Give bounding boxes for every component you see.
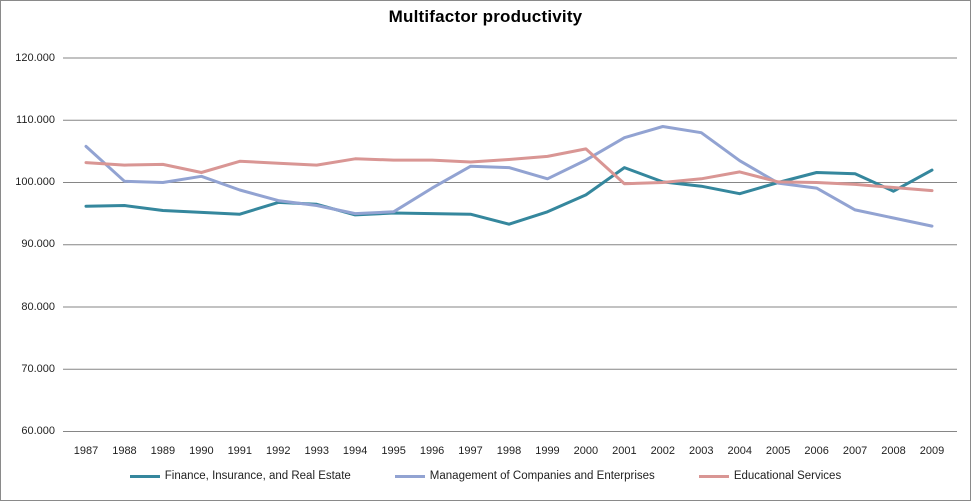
x-axis-tick-label: 2005 xyxy=(765,445,791,457)
x-axis-tick-label: 1990 xyxy=(189,445,214,457)
x-axis-tick-label: 1989 xyxy=(150,445,176,457)
x-axis-tick-label: 2009 xyxy=(919,445,945,457)
x-axis-tick-label: 2007 xyxy=(842,445,868,457)
x-axis-tick-label: 2003 xyxy=(689,445,714,457)
x-axis-tick-label: 1998 xyxy=(496,445,522,457)
legend-line-swatch xyxy=(698,474,729,478)
legend-line-swatch xyxy=(394,474,425,478)
y-axis-tick-label: 60.000 xyxy=(21,425,55,437)
x-axis-tick-label: 1993 xyxy=(304,445,329,457)
x-axis-tick-label: 1996 xyxy=(419,445,445,457)
x-axis-tick-label: 2004 xyxy=(727,445,752,457)
x-axis-tick-label: 1994 xyxy=(342,445,368,457)
x-axis-tick-label: 1997 xyxy=(458,445,483,457)
y-axis-tick-label: 110.000 xyxy=(16,113,55,126)
y-axis-tick-label: 70.000 xyxy=(21,362,55,375)
y-axis-tick-label: 90.000 xyxy=(21,238,55,251)
x-axis-tick-label: 2000 xyxy=(573,445,599,457)
x-axis-tick-label: 1988 xyxy=(112,445,137,457)
x-axis-tick-label: 1995 xyxy=(381,445,406,457)
x-axis-tick-label: 2002 xyxy=(650,445,676,457)
chart-title: Multifactor productivity xyxy=(388,7,583,26)
legend-label: Finance, Insurance, and Real Estate xyxy=(164,470,351,482)
legend-label: Management of Companies and Enterprises xyxy=(429,470,655,482)
series-line-0 xyxy=(84,166,934,226)
legend: Finance, Insurance, and Real Estate Manag… xyxy=(1,470,970,482)
series-line-1 xyxy=(84,125,934,228)
legend-item-1: Management of Companies and Enterprises xyxy=(394,470,655,482)
x-axis-tick-label: 2001 xyxy=(612,445,637,457)
legend-label: Educational Services xyxy=(733,470,842,482)
legend-item-0: Finance, Insurance, and Real Estate xyxy=(129,470,351,482)
legend-line-swatch xyxy=(129,474,160,478)
x-axis-tick-label: 1991 xyxy=(227,445,253,457)
legend-item-2: Educational Services xyxy=(698,470,842,482)
y-axis-tick-label: 80.000 xyxy=(21,300,55,313)
y-axis-tick-label: 120.000 xyxy=(15,51,55,64)
x-axis-tick-label: 1999 xyxy=(535,445,560,457)
x-axis-tick-label: 1992 xyxy=(266,445,291,457)
x-axis-tick-label: 2006 xyxy=(804,445,829,457)
x-axis-tick-label: 2008 xyxy=(881,445,906,457)
y-axis-tick-label: 100.000 xyxy=(15,176,55,188)
series-line-2 xyxy=(84,147,934,193)
x-axis-tick-label: 1987 xyxy=(73,445,99,457)
